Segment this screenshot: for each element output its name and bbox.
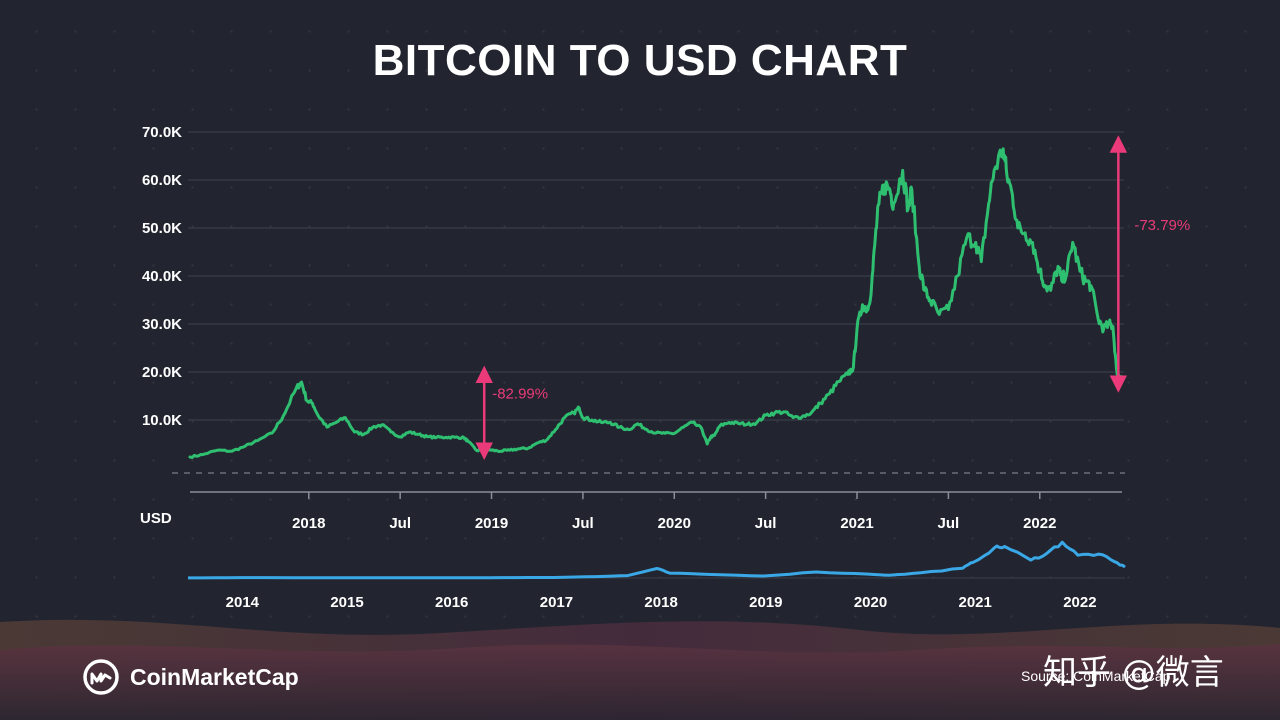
bottom-hill-front [0, 644, 1280, 720]
overview-x-tick-label: 2014 [226, 594, 260, 611]
y-tick-label: 50.0K [142, 220, 182, 237]
chart-title: BITCOIN TO USD CHART [372, 36, 908, 85]
x-tick-label: 2018 [292, 515, 325, 532]
y-tick-label: 60.0K [142, 172, 182, 189]
y-tick-label: 40.0K [142, 268, 182, 285]
x-tick-label: Jul [389, 515, 411, 532]
x-tick-label: 2019 [475, 515, 508, 532]
y-tick-label: 20.0K [142, 364, 182, 381]
coinmarketcap-logo-icon [83, 659, 119, 695]
overview-x-tick-label: 2022 [1063, 594, 1096, 611]
x-tick-label: 2022 [1023, 515, 1056, 532]
y-tick-label: 30.0K [142, 316, 182, 333]
overview-price-line [188, 540, 1126, 580]
x-tick-label: Jul [938, 515, 960, 532]
y-tick-label: 10.0K [142, 412, 182, 429]
zhihu-watermark: 知乎 @微言 [1043, 653, 1224, 693]
overview-x-tick-label: 2019 [749, 594, 782, 611]
x-tick-label: 2020 [658, 515, 691, 532]
overview-x-tick-label: 2015 [330, 594, 363, 611]
y-axis-unit-label: USD [140, 510, 172, 527]
grid-lines [188, 131, 1124, 421]
x-tick-label: Jul [755, 515, 777, 532]
overview-navigator: 2014 2015 2016 2017 2018 2019 2020 2021 2022 [188, 540, 1126, 611]
btc-price-line [188, 147, 1124, 459]
x-tick-label: 2021 [840, 515, 873, 532]
overview-x-tick-label: 2016 [435, 594, 468, 611]
overview-x-tick-label: 2017 [540, 594, 573, 611]
drawdown-annotations: -82.99% -73.79% [475, 135, 1190, 460]
drawdown-label: -73.79% [1134, 217, 1190, 234]
overview-x-tick-label: 2018 [644, 594, 677, 611]
x-axis-ticks: 2018 Jul 2019 Jul 2020 Jul 2021 Jul 2022 [292, 492, 1056, 532]
overview-x-tick-label: 2020 [854, 594, 887, 611]
drawdown-label: -82.99% [492, 385, 548, 402]
source-credit: Source: CoinMarketCap [1021, 668, 1171, 684]
coinmarketcap-logo[interactable]: CoinMarketCap [82, 658, 299, 696]
y-tick-label: 70.0K [142, 124, 182, 141]
y-axis-ticks: 10.0K 20.0K 30.0K 40.0K 50.0K 60.0K 70.0K [142, 124, 182, 429]
overview-x-ticks: 2014 2015 2016 2017 2018 2019 2020 2021 2022 [226, 594, 1097, 611]
overview-x-tick-label: 2021 [959, 594, 992, 611]
brand-name: CoinMarketCap [130, 663, 299, 690]
x-tick-label: Jul [572, 515, 594, 532]
